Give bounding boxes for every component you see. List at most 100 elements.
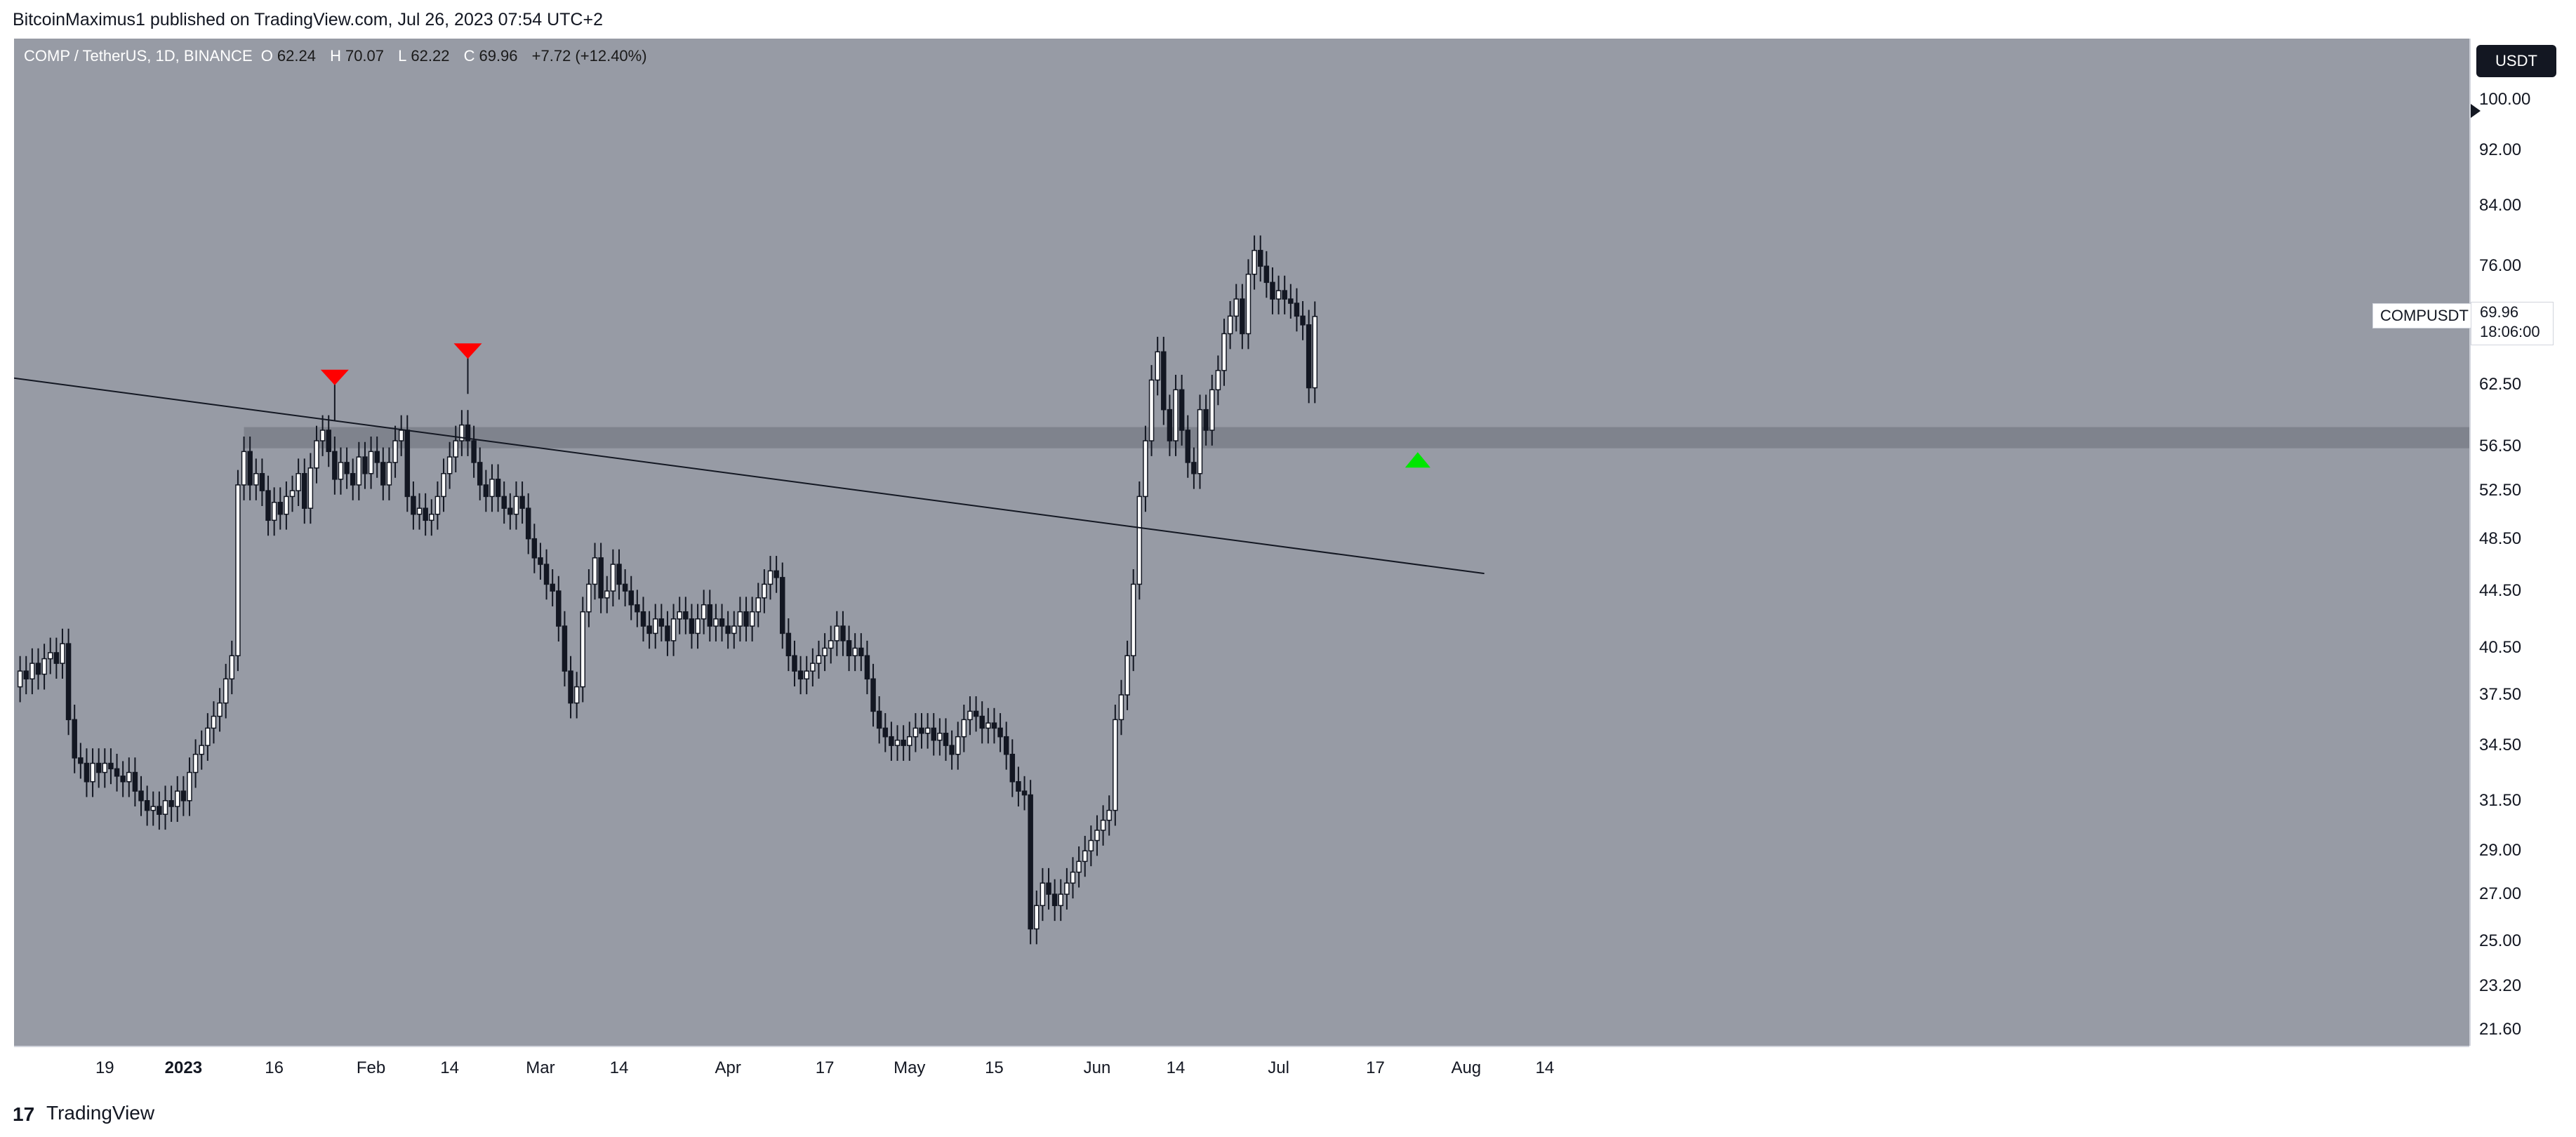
candle-down (362, 456, 368, 474)
candlestick-chart[interactable] (14, 39, 2469, 1046)
candle-up (1245, 273, 1252, 335)
candle-down (538, 557, 543, 565)
candle-down (95, 762, 102, 773)
candle-up (1148, 379, 1155, 441)
candle-down (774, 570, 779, 578)
candle-up (235, 484, 241, 656)
candle-down (1179, 389, 1185, 431)
candle-up (852, 647, 858, 656)
candle-down (568, 670, 573, 704)
candle-down (1016, 781, 1021, 792)
time-axis[interactable] (14, 1046, 2469, 1081)
candle-down (84, 762, 90, 783)
candle-down (635, 604, 640, 613)
candle-up (338, 462, 344, 480)
candle-up (967, 710, 973, 721)
candle-up (937, 733, 943, 741)
candle-down (792, 655, 797, 672)
candle-down (858, 647, 864, 656)
candle-up (1034, 905, 1040, 930)
time-tick-label: Jun (1083, 1058, 1111, 1077)
candle-down (302, 473, 307, 509)
candle-down (65, 643, 72, 721)
legend-open-label: O (260, 47, 273, 65)
price-tick-label: 84.00 (2479, 195, 2522, 215)
time-tick-label: Apr (715, 1058, 741, 1077)
candle-up (1106, 809, 1112, 821)
candle-up (604, 590, 610, 599)
candle-down (743, 611, 749, 627)
candle-down (411, 496, 416, 515)
price-axis[interactable] (2469, 39, 2576, 1046)
price-tick-label: 100.00 (2479, 90, 2531, 109)
candle-up (1221, 333, 1227, 371)
candle-down (53, 652, 60, 664)
candle-up (429, 513, 434, 521)
candle-down (404, 430, 411, 498)
candle-down (138, 790, 144, 802)
candle-up (241, 451, 247, 486)
candle-up (368, 451, 374, 474)
candle-down (616, 564, 622, 585)
candle-down (1191, 462, 1197, 474)
candle-down (622, 583, 628, 592)
price-tick-label: 37.50 (2479, 685, 2522, 705)
candle-up (1094, 830, 1100, 842)
candle-up (767, 570, 774, 585)
candle-up (90, 762, 95, 783)
scale-arrow-icon (2471, 104, 2481, 118)
last-price-value: 69.96 (2480, 303, 2519, 321)
time-tick-label: May (894, 1058, 926, 1077)
candle-up (1076, 860, 1082, 873)
candle-up (955, 736, 961, 755)
candle-up (961, 719, 967, 738)
price-tick-label: 25.00 (2479, 931, 2522, 950)
candle-down (840, 625, 846, 641)
candle-up (1064, 882, 1070, 895)
candle-down (931, 727, 936, 741)
candle-down (525, 507, 531, 540)
candle-down (598, 557, 604, 599)
time-tick-label: 17 (1366, 1058, 1385, 1077)
time-tick-label: 19 (95, 1058, 114, 1077)
candle-down (707, 604, 713, 627)
candle-up (1082, 850, 1088, 863)
candle-down (507, 507, 513, 515)
candle-down (628, 590, 634, 606)
candle-down (1270, 281, 1275, 300)
candle-up (924, 727, 931, 734)
candle-up (816, 655, 822, 664)
candle-up (253, 473, 259, 486)
candle-down (562, 625, 568, 672)
candle-down (1294, 302, 1300, 317)
time-tick-label: 14 (1535, 1058, 1555, 1077)
support-marker-icon (1405, 452, 1430, 468)
candle-up (47, 652, 53, 660)
time-tick-label: 14 (440, 1058, 459, 1077)
chart-pane[interactable]: COMP / TetherUS, 1D, BINANCE O 62.24 H 70.… (14, 39, 2469, 1046)
candle-down (882, 727, 889, 738)
time-tick-label: 16 (265, 1058, 284, 1077)
candle-up (453, 440, 459, 458)
candle-up (580, 611, 586, 688)
price-tick-label: 52.50 (2479, 481, 2522, 500)
candle-down (1288, 298, 1294, 304)
candle-down (870, 678, 876, 712)
candle-up (1058, 893, 1064, 906)
price-tick-label: 34.50 (2479, 736, 2522, 755)
candle-down (1051, 893, 1058, 906)
candle-up (102, 762, 108, 773)
candle-up (1124, 655, 1130, 696)
candle-down (1306, 324, 1312, 389)
currency-button[interactable]: USDT (2476, 45, 2556, 77)
candle-up (398, 430, 404, 441)
footer: 17 TradingView (0, 1088, 2576, 1137)
price-tick-label: 62.50 (2479, 375, 2522, 394)
symbol-price-label: COMPUSDT (2372, 303, 2476, 328)
publish-header: BitcoinMaximus1 published on TradingView… (0, 0, 2576, 39)
candle-up (834, 625, 840, 641)
candle-up (1100, 819, 1106, 831)
candle-down (658, 618, 665, 627)
candle-up (749, 611, 755, 627)
legend-high-value: 70.07 (345, 47, 385, 65)
